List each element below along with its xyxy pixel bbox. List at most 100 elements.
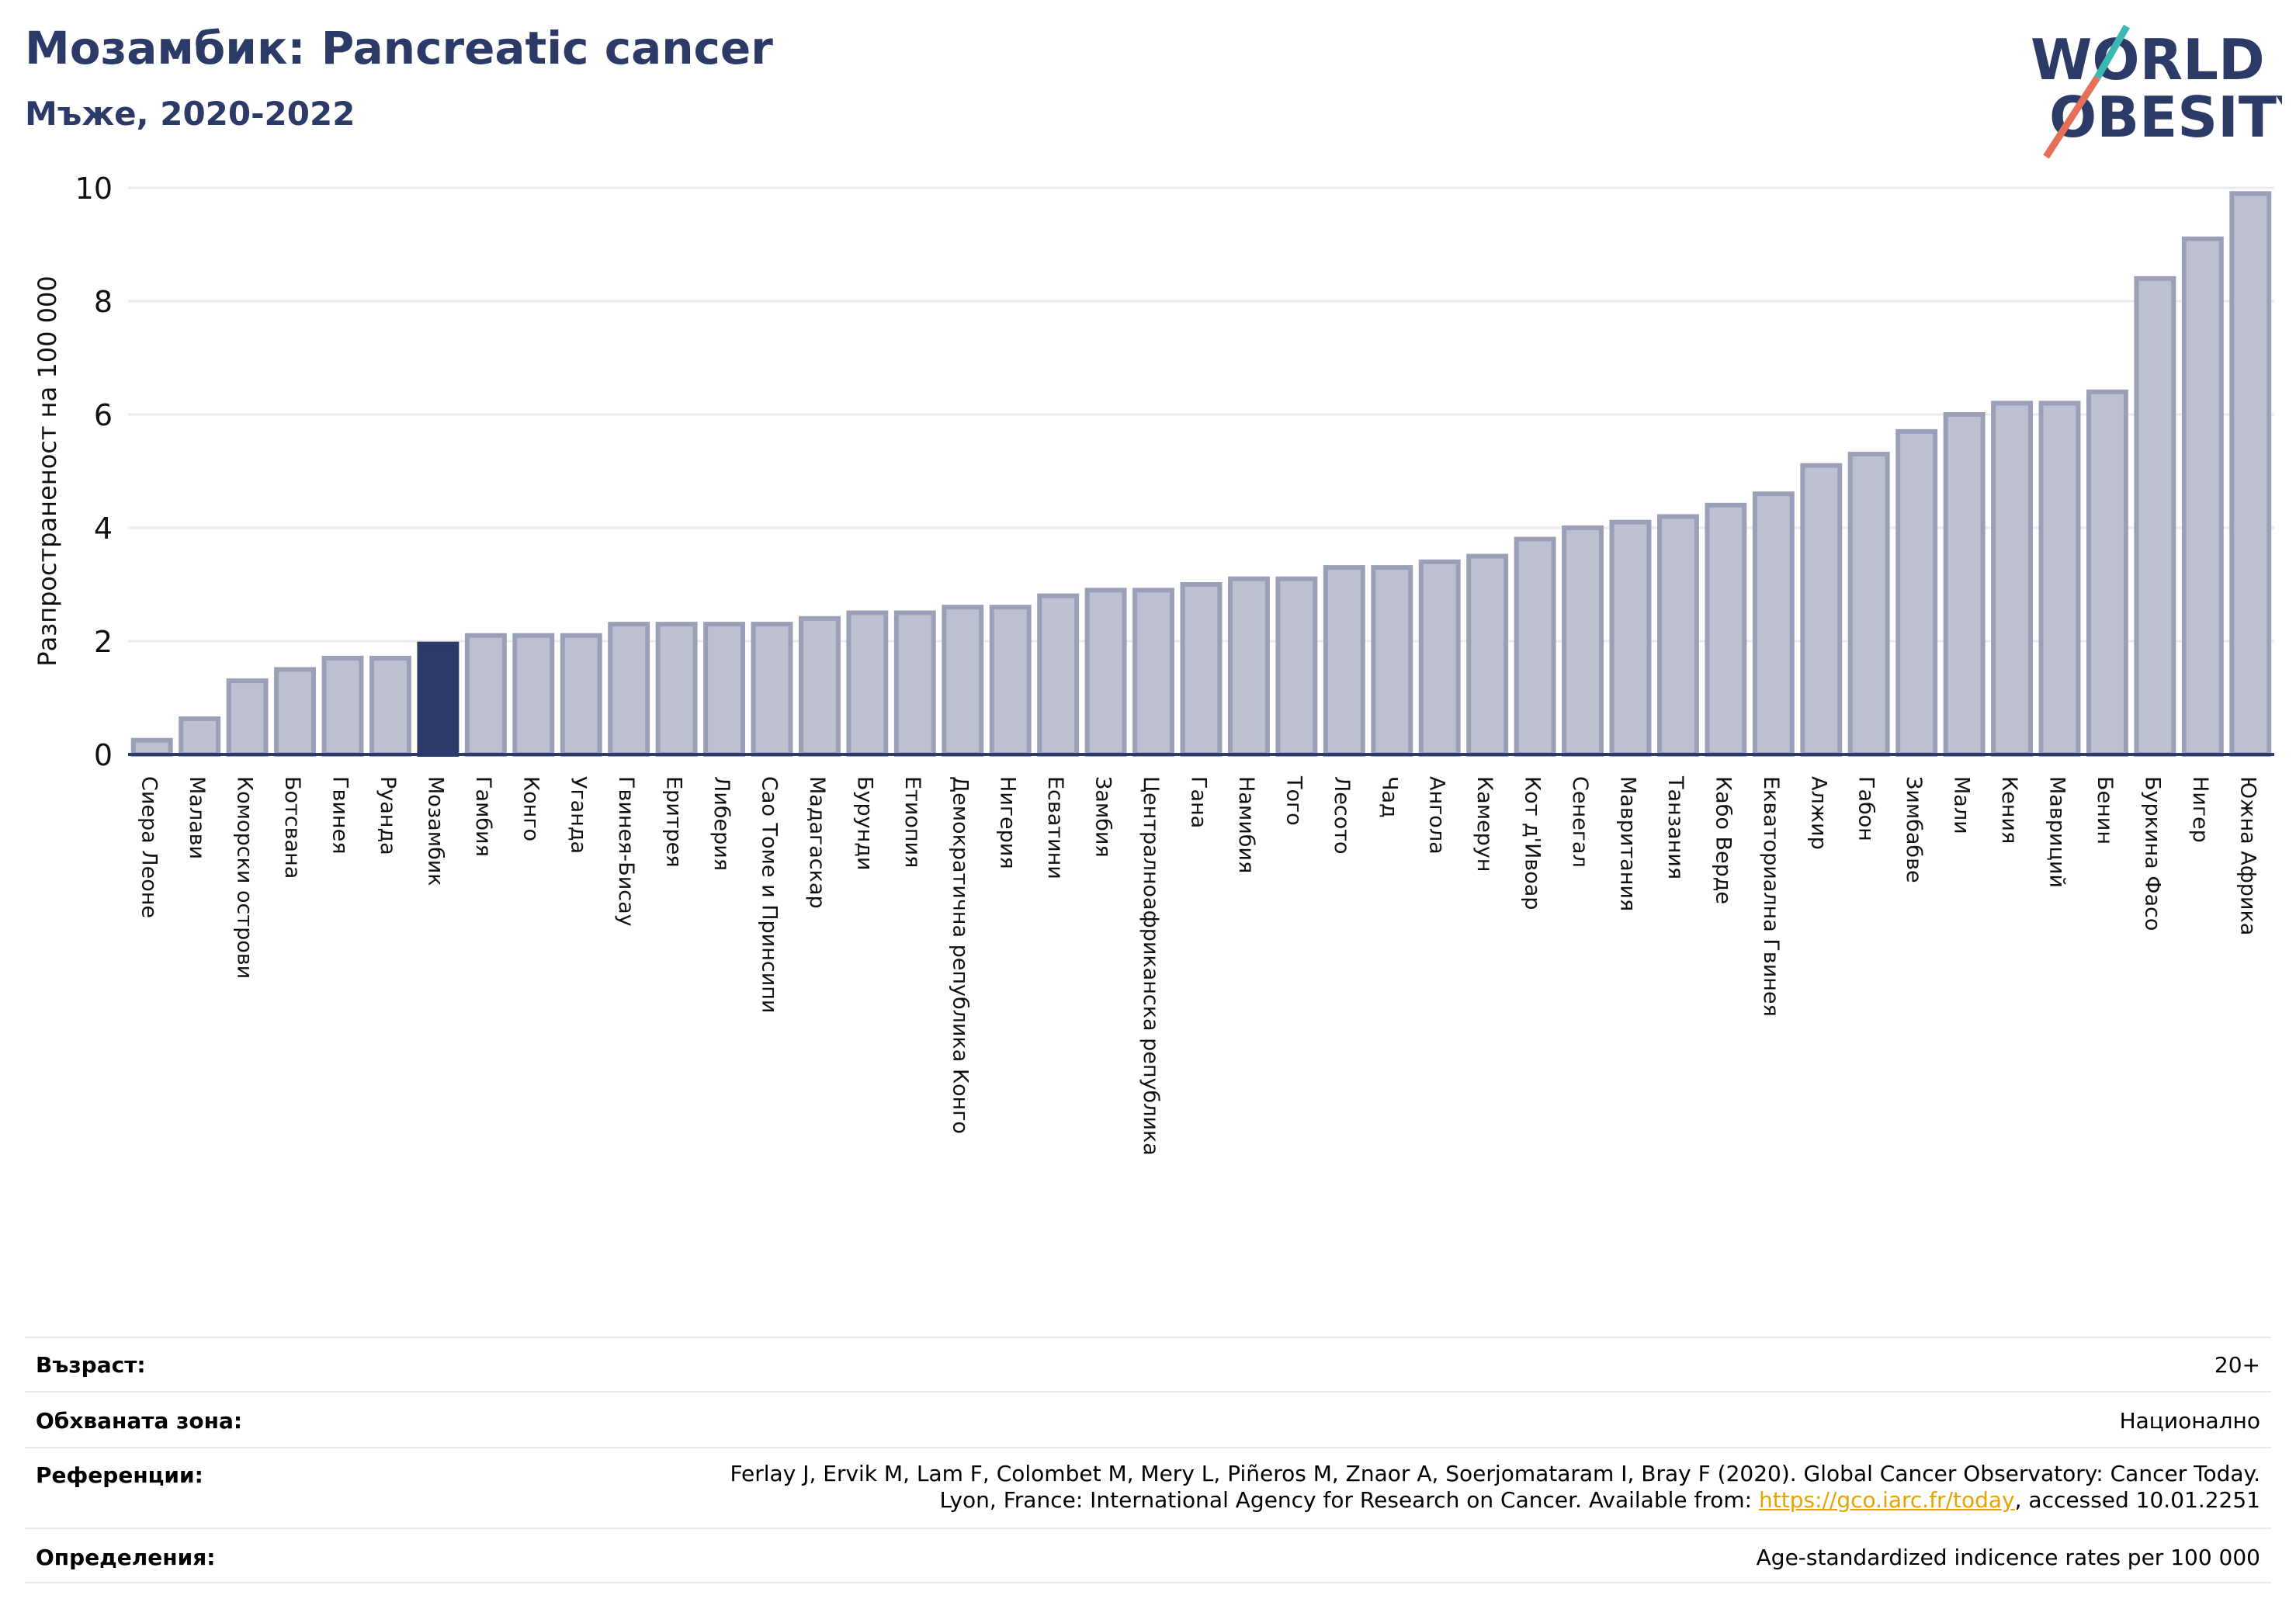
y-tick-label: 6: [94, 398, 113, 432]
x-tick-label: Южна Африка: [2235, 776, 2260, 935]
bar-11[interactable]: [608, 622, 650, 757]
bar-3[interactable]: [226, 678, 269, 757]
bar-33[interactable]: [1656, 514, 1699, 758]
x-tick-label: Бенин: [2093, 776, 2117, 844]
info-table: Възраст: 20+ Обхваната зона: Национално …: [25, 1337, 2271, 1583]
bar-2[interactable]: [179, 716, 221, 758]
bar-40[interactable]: [1991, 401, 2034, 758]
x-tick-label: Камерун: [1472, 776, 1497, 872]
bar-22[interactable]: [1132, 588, 1175, 757]
bar-41[interactable]: [2038, 401, 2081, 758]
bar-45[interactable]: [2229, 191, 2272, 758]
x-tick-label: Мадагаскар: [805, 776, 829, 909]
x-tick-label: Ангола: [1425, 776, 1449, 855]
age-label: Възраст:: [36, 1352, 146, 1378]
bar-24[interactable]: [1227, 576, 1270, 758]
x-tick-label: Того: [1282, 775, 1306, 826]
bar-20[interactable]: [1037, 593, 1080, 757]
bar-43[interactable]: [2134, 276, 2176, 757]
bar-6[interactable]: [369, 655, 411, 758]
chart-title: Мозамбик: Pancreatic cancer: [25, 22, 773, 75]
x-tick-label: Кабо Верде: [1711, 776, 1735, 904]
logo-slash-top: [2094, 24, 2130, 80]
logo-line-1: WORLD: [2031, 27, 2265, 92]
y-tick-label: 8: [94, 285, 113, 319]
bar-14[interactable]: [751, 622, 793, 757]
x-tick-label: Мозамбик: [423, 776, 447, 886]
x-tick-label: Руанда: [376, 776, 400, 855]
x-tick-label: Конго: [519, 776, 543, 841]
bar-9[interactable]: [512, 633, 555, 758]
bar-8[interactable]: [464, 633, 507, 758]
bar-7[interactable]: [417, 641, 460, 758]
bar-32[interactable]: [1609, 519, 1652, 757]
bar-17[interactable]: [893, 610, 936, 757]
bar-16[interactable]: [846, 610, 889, 757]
bar-35[interactable]: [1752, 491, 1795, 757]
bar-38[interactable]: [1895, 428, 1938, 758]
references-line-1: Ferlay J, Ervik M, Lam F, Colombet M, Me…: [730, 1461, 2260, 1486]
bar-21[interactable]: [1084, 588, 1127, 757]
bar-13[interactable]: [703, 622, 746, 757]
bar-42[interactable]: [2086, 389, 2128, 757]
x-tick-label: Ботсвана: [280, 776, 304, 879]
x-tick-label: Лесото: [1330, 776, 1354, 855]
bar-15[interactable]: [798, 616, 841, 757]
bar-28[interactable]: [1418, 559, 1461, 757]
bar-44[interactable]: [2181, 236, 2224, 757]
bar-5[interactable]: [321, 655, 364, 758]
bars: [130, 191, 2272, 758]
x-tick-label: Мавритания: [1616, 776, 1640, 911]
references-value: Ferlay J, Ervik M, Lam F, Colombet M, Me…: [730, 1461, 2260, 1514]
x-tick-label: Кот д'Ивоар: [1521, 776, 1545, 910]
bar-26[interactable]: [1323, 565, 1365, 757]
y-tick-label: 0: [94, 738, 113, 772]
bar-31[interactable]: [1562, 525, 1604, 757]
bar-39[interactable]: [1943, 412, 1986, 757]
x-tick-label: Намибия: [1234, 776, 1258, 873]
x-tick-label: Габон: [1854, 776, 1878, 841]
bar-27[interactable]: [1371, 565, 1413, 757]
bar-chart: 0 2 4 6 8 10 Сиера Леоне Малави Коморски остров…: [33, 172, 2274, 1156]
info-row-coverage: Обхваната зона: Национално: [25, 1391, 2271, 1447]
x-tick-label: Малави: [185, 776, 209, 859]
bar-34[interactable]: [1705, 502, 1747, 757]
y-tick-label: 10: [75, 172, 113, 206]
x-tick-label: Гвинея: [328, 776, 352, 854]
x-tick-label: Сиера Леоне: [137, 776, 161, 918]
bar-36[interactable]: [1800, 463, 1843, 757]
x-tick-label: Буркина Фасо: [2140, 776, 2164, 931]
bar-25[interactable]: [1275, 576, 1318, 758]
y-tick-label: 2: [94, 625, 113, 659]
x-axis-ticks: Сиера Леоне Малави Коморски острови Ботсван…: [137, 775, 2260, 1156]
bar-29[interactable]: [1466, 553, 1509, 757]
y-axis-ticks: 0 2 4 6 8 10: [75, 172, 113, 772]
bar-18[interactable]: [942, 605, 984, 758]
bar-23[interactable]: [1180, 582, 1223, 757]
bar-4[interactable]: [274, 667, 317, 757]
bar-37[interactable]: [1847, 452, 1890, 757]
coverage-value: Национално: [2119, 1408, 2260, 1434]
bar-12[interactable]: [655, 622, 698, 757]
x-tick-label: Алжир: [1806, 776, 1830, 850]
x-tick-label: Замбия: [1091, 776, 1115, 858]
x-tick-label: Гамбия: [471, 776, 495, 857]
x-tick-label: Сенегал: [1568, 776, 1592, 868]
coverage-label: Обхваната зона:: [36, 1408, 243, 1434]
x-tick-label: Танзания: [1663, 775, 1687, 879]
y-tick-label: 4: [94, 512, 113, 546]
x-tick-label: Нигер: [2188, 776, 2212, 843]
logo-slash-bottom: [2043, 75, 2100, 159]
x-tick-label: Еритрея: [662, 776, 686, 867]
bar-19[interactable]: [989, 605, 1032, 758]
info-row-age: Възраст: 20+: [25, 1337, 2271, 1391]
x-tick-label: Мали: [1950, 776, 1974, 834]
chart-subtitle: Мъже, 2020-2022: [25, 95, 355, 133]
bar-10[interactable]: [560, 633, 602, 758]
references-link[interactable]: https://gco.iarc.fr/today: [1759, 1487, 2015, 1513]
x-tick-label: Мавриций: [2045, 776, 2069, 888]
x-tick-label: Демократична република Конго: [948, 776, 972, 1134]
x-tick-label: Сао Томе и Принсипи: [758, 776, 782, 1013]
bar-1[interactable]: [130, 737, 173, 757]
bar-30[interactable]: [1514, 536, 1556, 757]
